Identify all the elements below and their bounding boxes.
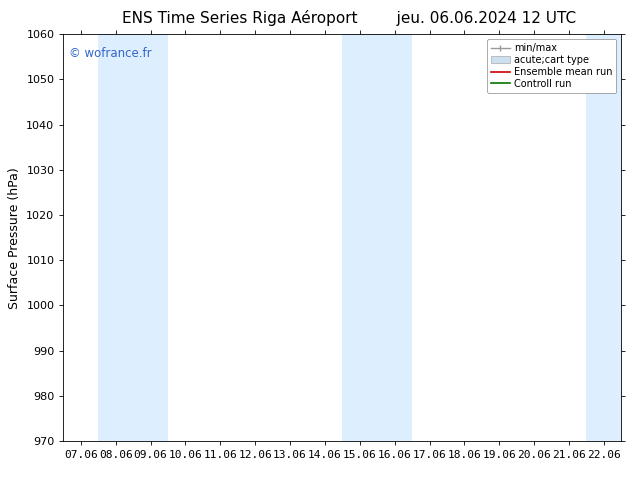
Legend: min/max, acute;cart type, Ensemble mean run, Controll run: min/max, acute;cart type, Ensemble mean … [487, 39, 616, 93]
Text: © wofrance.fr: © wofrance.fr [69, 47, 152, 59]
Text: ENS Time Series Riga Aéroport        jeu. 06.06.2024 12 UTC: ENS Time Series Riga Aéroport jeu. 06.06… [122, 10, 576, 26]
Bar [98, 34, 168, 441]
Y-axis label: Surface Pressure (hPa): Surface Pressure (hPa) [8, 167, 21, 309]
Bar [586, 34, 621, 441]
Bar [342, 34, 412, 441]
